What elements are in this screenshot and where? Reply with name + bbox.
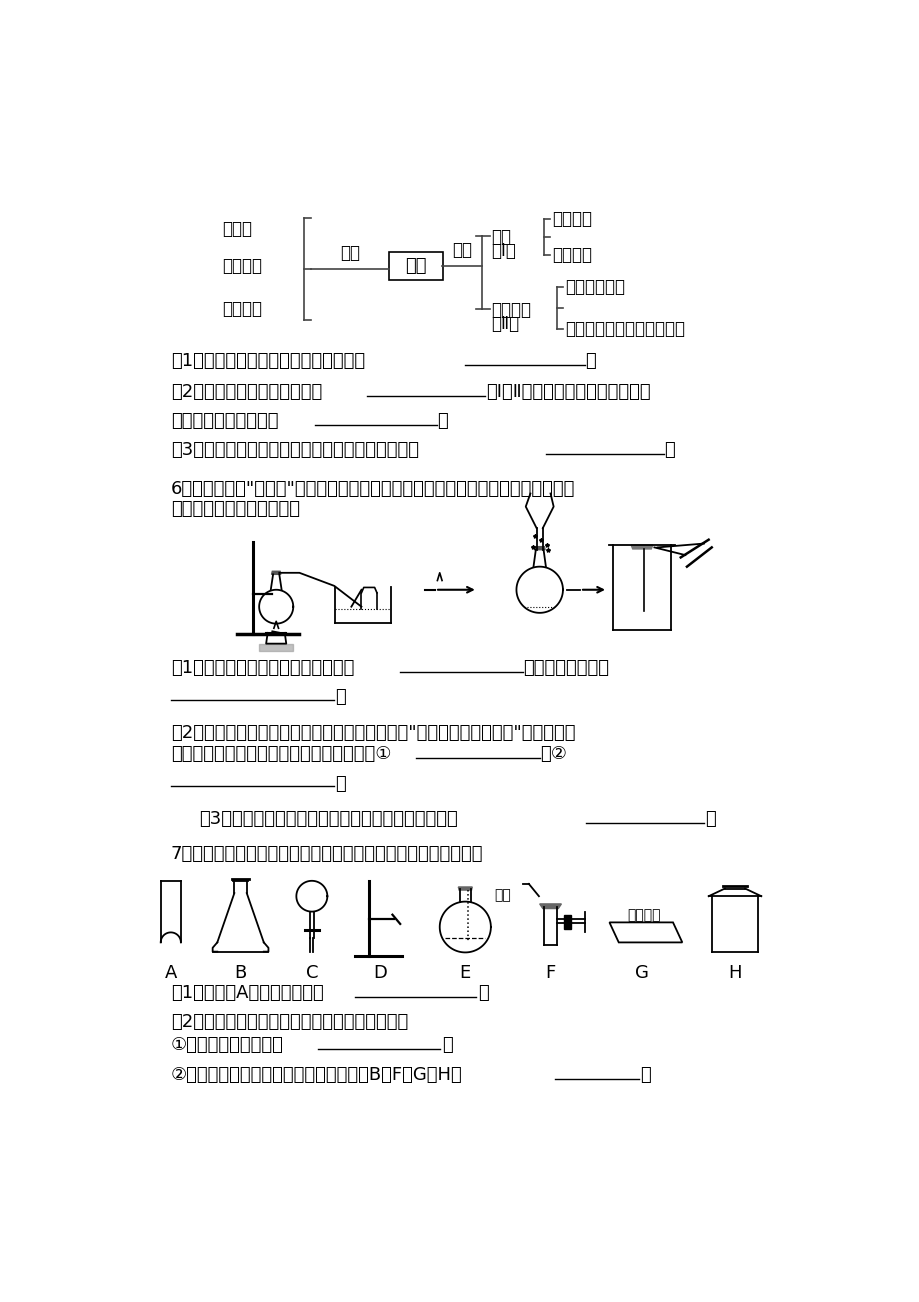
- Text: （2）硫在氧气中燃烧的现象是: （2）硫在氧气中燃烧的现象是: [171, 383, 322, 401]
- Text: 高锰酸钾: 高锰酸钾: [221, 258, 262, 275]
- Text: 。: 。: [584, 352, 596, 370]
- Text: 。: 。: [437, 411, 448, 430]
- Text: ②组装制取装置时，可选择所给仪器中的B、F、G、H和: ②组装制取装置时，可选择所给仪器中的B、F、G、H和: [171, 1065, 462, 1083]
- Text: D: D: [373, 963, 387, 982]
- Polygon shape: [271, 572, 280, 574]
- Text: 。: 。: [664, 441, 675, 460]
- Text: 呼吸作用、酒和醋的酿造等: 呼吸作用、酒和醋的酿造等: [564, 320, 685, 339]
- Text: 毛玻璃片: 毛玻璃片: [626, 907, 660, 922]
- Text: （1）实验室制取氧气的一个文字表达式: （1）实验室制取氧气的一个文字表达式: [171, 352, 365, 370]
- Text: 氧气: 氧气: [404, 258, 426, 275]
- Text: 天然气等: 天然气等: [551, 246, 592, 264]
- Text: 制法: 制法: [340, 243, 360, 262]
- Polygon shape: [458, 887, 471, 891]
- Text: ；: ；: [441, 1036, 452, 1055]
- Text: 6．小明是一名"小马虎"，他在用高锰酸钾制取氧气，并进行氧气性质实验时遇到了: 6．小明是一名"小马虎"，他在用高锰酸钾制取氧气，并进行氧气性质实验时遇到了: [171, 479, 574, 497]
- Text: 燃烧: 燃烧: [491, 228, 511, 246]
- Text: A: A: [165, 963, 176, 982]
- Text: F: F: [545, 963, 555, 982]
- Text: （3）从利弊两方面举例说明氧气与人类生活的关系: （3）从利弊两方面举例说明氧气与人类生活的关系: [171, 441, 418, 460]
- Text: 钢铁、食物等: 钢铁、食物等: [564, 279, 625, 296]
- Text: 下列问题，请你帮他解决。: 下列问题，请你帮他解决。: [171, 500, 300, 518]
- Text: G: G: [634, 963, 648, 982]
- Text: 缓慢氧化: 缓慢氧化: [491, 301, 531, 319]
- Polygon shape: [534, 547, 545, 549]
- Text: 。: 。: [335, 689, 346, 706]
- Text: E: E: [460, 963, 471, 982]
- Text: H: H: [728, 963, 741, 982]
- Text: 认为实验失败的可能原因：（至少写两条）①: 认为实验失败的可能原因：（至少写两条）①: [171, 745, 391, 763]
- Text: 。Ⅰ、Ⅱ两类有氧气参加的化学反应: 。Ⅰ、Ⅱ两类有氧气参加的化学反应: [486, 383, 650, 401]
- Text: ；: ；: [477, 984, 488, 1003]
- Text: 。: 。: [704, 810, 715, 828]
- Text: 双孔: 双孔: [494, 888, 511, 902]
- Text: 的相同点是（写一条）: 的相同点是（写一条）: [171, 411, 278, 430]
- Text: 过氧化氢: 过氧化氢: [221, 299, 262, 318]
- Text: 硫、铁等: 硫、铁等: [551, 211, 592, 228]
- Text: （2）将过氧化氢溶液和二氧化锰混合制取氧气：: （2）将过氧化氢溶液和二氧化锰混合制取氧气：: [171, 1013, 408, 1031]
- Text: 7．如图是在实验室里制取气体可能用到的仪器，回答下列问题：: 7．如图是在实验室里制取气体可能用到的仪器，回答下列问题：: [171, 845, 482, 863]
- Polygon shape: [564, 915, 570, 928]
- Text: （1）水槽中的水变成了红色，原因是: （1）水槽中的水变成了红色，原因是: [171, 659, 354, 677]
- Text: 氯酸钾: 氯酸钾: [221, 220, 252, 238]
- Text: ①该反应的文字表达式: ①该反应的文字表达式: [171, 1036, 283, 1055]
- Polygon shape: [539, 904, 561, 909]
- Text: （3）写出实验室用高锰酸钾制取氧气的文字表达式：: （3）写出实验室用高锰酸钾制取氧气的文字表达式：: [199, 810, 457, 828]
- Text: ，你的改进措施是: ，你的改进措施是: [523, 659, 608, 677]
- Text: 性质: 性质: [452, 241, 471, 259]
- Text: （1）标号为A的仪器的名称是: （1）标号为A的仪器的名称是: [171, 984, 323, 1003]
- Text: 。: 。: [335, 775, 346, 793]
- Text: B: B: [234, 963, 246, 982]
- FancyBboxPatch shape: [388, 253, 442, 280]
- Text: （Ⅰ）: （Ⅰ）: [491, 242, 516, 259]
- Text: C: C: [305, 963, 318, 982]
- Polygon shape: [259, 643, 293, 651]
- Polygon shape: [630, 546, 652, 549]
- Text: ，②: ，②: [539, 745, 567, 763]
- Text: （2）做细铁丝在氧气中燃烧的实验时，没有看到"剧烈燃烧，火星四射"的现象，你: （2）做细铁丝在氧气中燃烧的实验时，没有看到"剧烈燃烧，火星四射"的现象，你: [171, 724, 574, 742]
- Text: ；: ；: [640, 1065, 651, 1083]
- Text: （Ⅱ）: （Ⅱ）: [491, 315, 519, 333]
